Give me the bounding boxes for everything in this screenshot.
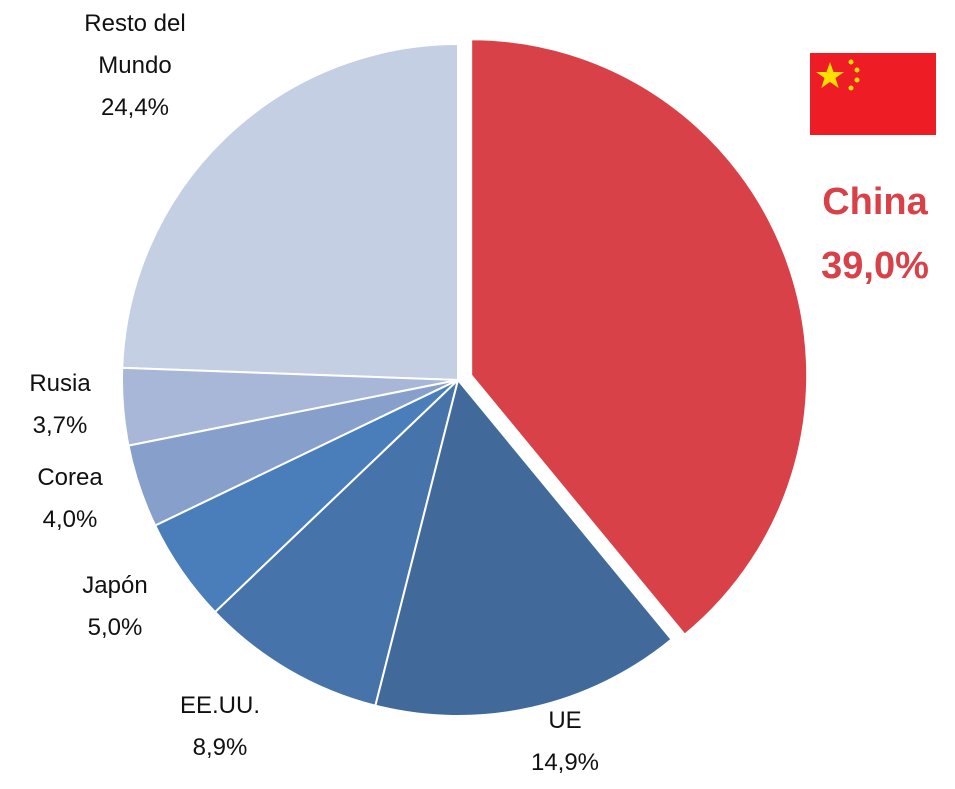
category-label: China (822, 181, 928, 223)
category-label: Corea (37, 464, 103, 491)
slice-label: Corea 4,0% (0, 457, 160, 541)
pie-slice (213, 376, 460, 707)
pie-slice (470, 38, 809, 637)
value-label: 39,0% (821, 245, 929, 287)
slice-label: Rusia 3,7% (0, 363, 150, 447)
category-label: UE (548, 707, 582, 734)
category-label: Rusia (29, 370, 91, 397)
category-label: Japón (82, 572, 148, 599)
value-label: 3,7% (32, 412, 88, 439)
category-label: EE.UU. (179, 692, 260, 719)
value-label: 14,9% (530, 749, 600, 776)
pie-slice (121, 42, 459, 382)
slice-label: UE 14,9% (475, 700, 655, 784)
pie-slice (374, 377, 673, 717)
value-label: 4,0% (42, 506, 98, 533)
slice-label: Resto del Mundo 24,4% (45, 3, 225, 129)
category-label: Resto del Mundo (84, 10, 186, 79)
slice-label: EE.UU. 8,9% (130, 685, 310, 769)
value-label: 5,0% (87, 614, 143, 641)
slice-label: Japón 5,0% (25, 565, 205, 649)
value-label: 24,4% (100, 94, 170, 121)
slice-label: China 39,0% (775, 170, 955, 298)
flag (810, 53, 936, 135)
value-label: 8,9% (192, 734, 248, 761)
